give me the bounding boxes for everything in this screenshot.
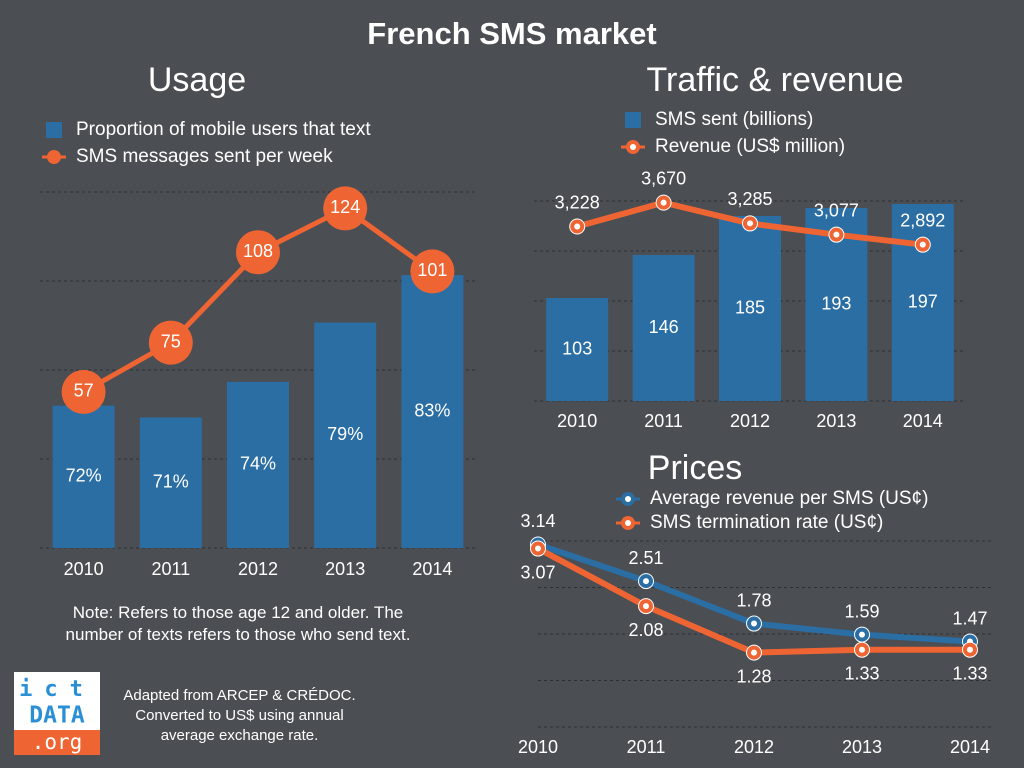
data-label: 2,892 <box>900 210 945 230</box>
data-label: 75 <box>161 331 181 351</box>
marker <box>236 230 280 275</box>
data-label: 79% <box>327 424 363 444</box>
legend-label: Proportion of mobile users that text <box>76 119 371 140</box>
x-tick-label: 2013 <box>816 411 856 431</box>
legend-label: Average revenue per SMS (US¢) <box>650 488 928 509</box>
data-label: 1.47 <box>952 608 987 628</box>
x-tick-label: 2011 <box>627 737 666 757</box>
logo-text: .org <box>32 730 83 754</box>
x-tick-label: 2012 <box>734 737 774 757</box>
bar <box>52 405 115 548</box>
x-tick-label: 2014 <box>903 411 943 431</box>
bar <box>719 216 781 401</box>
source: Adapted from ARCEP & CRÉDOC. Converted t… <box>123 687 356 744</box>
marker-center <box>535 545 541 552</box>
legend-label: Revenue (US$ million) <box>655 136 845 157</box>
marker-center <box>859 631 865 638</box>
x-tick-label: 2010 <box>64 559 104 579</box>
data-label: 2.51 <box>628 548 663 568</box>
marker-center <box>751 620 757 627</box>
data-label: 71% <box>153 471 189 491</box>
bar <box>401 275 464 548</box>
data-label: 3,228 <box>555 192 600 212</box>
logo-box <box>14 672 100 730</box>
x-tick-label: 2014 <box>412 559 452 579</box>
data-label: 1.59 <box>844 601 879 621</box>
marker-center <box>859 646 865 653</box>
marker <box>148 320 193 365</box>
legend-swatch <box>625 520 631 526</box>
bar <box>227 381 289 548</box>
legend-swatch <box>630 144 636 150</box>
data-label: 74% <box>240 454 276 474</box>
data-label: 108 <box>243 241 273 261</box>
x-tick-label: 2013 <box>842 737 882 757</box>
data-label: 83% <box>414 400 450 420</box>
data-label: 1.33 <box>952 663 987 683</box>
data-label: 101 <box>417 260 447 280</box>
marker-center <box>574 223 581 230</box>
x-tick-label: 2011 <box>151 559 190 579</box>
marker-center <box>919 241 926 248</box>
data-label: 3.14 <box>520 511 555 531</box>
marker <box>323 186 368 231</box>
logo-text: ict <box>19 677 95 702</box>
legend-swatch <box>46 122 62 138</box>
data-label: 57 <box>74 381 94 401</box>
data-label: 3.07 <box>520 562 555 582</box>
x-tick-label: 2012 <box>730 411 770 431</box>
note: Note: Refers to those age 12 and older. … <box>65 603 411 644</box>
page-title: French SMS market <box>367 16 656 51</box>
data-label: 146 <box>649 317 679 337</box>
data-label: 3,670 <box>641 168 686 188</box>
marker-center <box>643 578 649 585</box>
data-label: 72% <box>66 466 102 486</box>
x-tick-label: 2010 <box>518 737 558 757</box>
legend-swatch <box>47 150 61 164</box>
bar <box>546 298 609 401</box>
marker-center <box>747 220 753 227</box>
legend-label: SMS messages sent per week <box>76 146 333 167</box>
x-tick-label: 2011 <box>644 411 683 431</box>
marker-center <box>833 231 840 238</box>
legend-swatch <box>625 112 641 128</box>
marker-center <box>751 649 757 656</box>
marker <box>61 369 106 414</box>
data-label: 185 <box>735 297 765 317</box>
chart-title: Usage <box>148 61 246 99</box>
bar <box>139 417 202 548</box>
logo-box <box>14 730 100 755</box>
bar <box>314 322 377 548</box>
x-tick-label: 2013 <box>325 559 365 579</box>
data-label: 193 <box>821 293 851 313</box>
marker-center <box>967 646 973 653</box>
marker <box>410 249 455 294</box>
data-label: 1.78 <box>736 590 771 610</box>
x-tick-label: 2014 <box>950 737 990 757</box>
marker-center <box>660 199 667 206</box>
data-label: 103 <box>562 338 592 358</box>
marker-center <box>643 603 649 610</box>
legend-label: SMS sent (billions) <box>655 109 813 130</box>
logo-text: DATA <box>29 703 85 729</box>
legend-label: SMS termination rate (US¢) <box>650 512 883 533</box>
data-label: 3,077 <box>814 200 859 220</box>
chart-title: Prices <box>648 449 742 487</box>
bar <box>632 255 695 401</box>
chart-title: Traffic & revenue <box>646 61 903 99</box>
x-tick-label: 2010 <box>557 411 597 431</box>
data-label: 1.28 <box>736 666 771 686</box>
data-label: 197 <box>908 291 938 311</box>
x-tick-label: 2012 <box>238 559 278 579</box>
data-label: 3,285 <box>727 189 772 209</box>
data-label: 124 <box>330 197 360 217</box>
data-label: 1.33 <box>844 663 879 683</box>
legend-swatch <box>625 496 631 502</box>
data-label: 2.08 <box>628 620 663 640</box>
